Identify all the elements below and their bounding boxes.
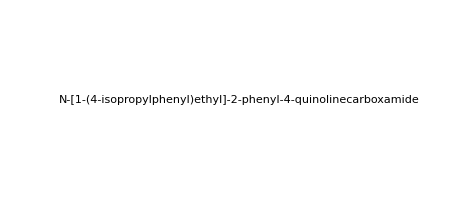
Text: N-[1-(4-isopropylphenyl)ethyl]-2-phenyl-4-quinolinecarboxamide: N-[1-(4-isopropylphenyl)ethyl]-2-phenyl-… [59,95,420,105]
